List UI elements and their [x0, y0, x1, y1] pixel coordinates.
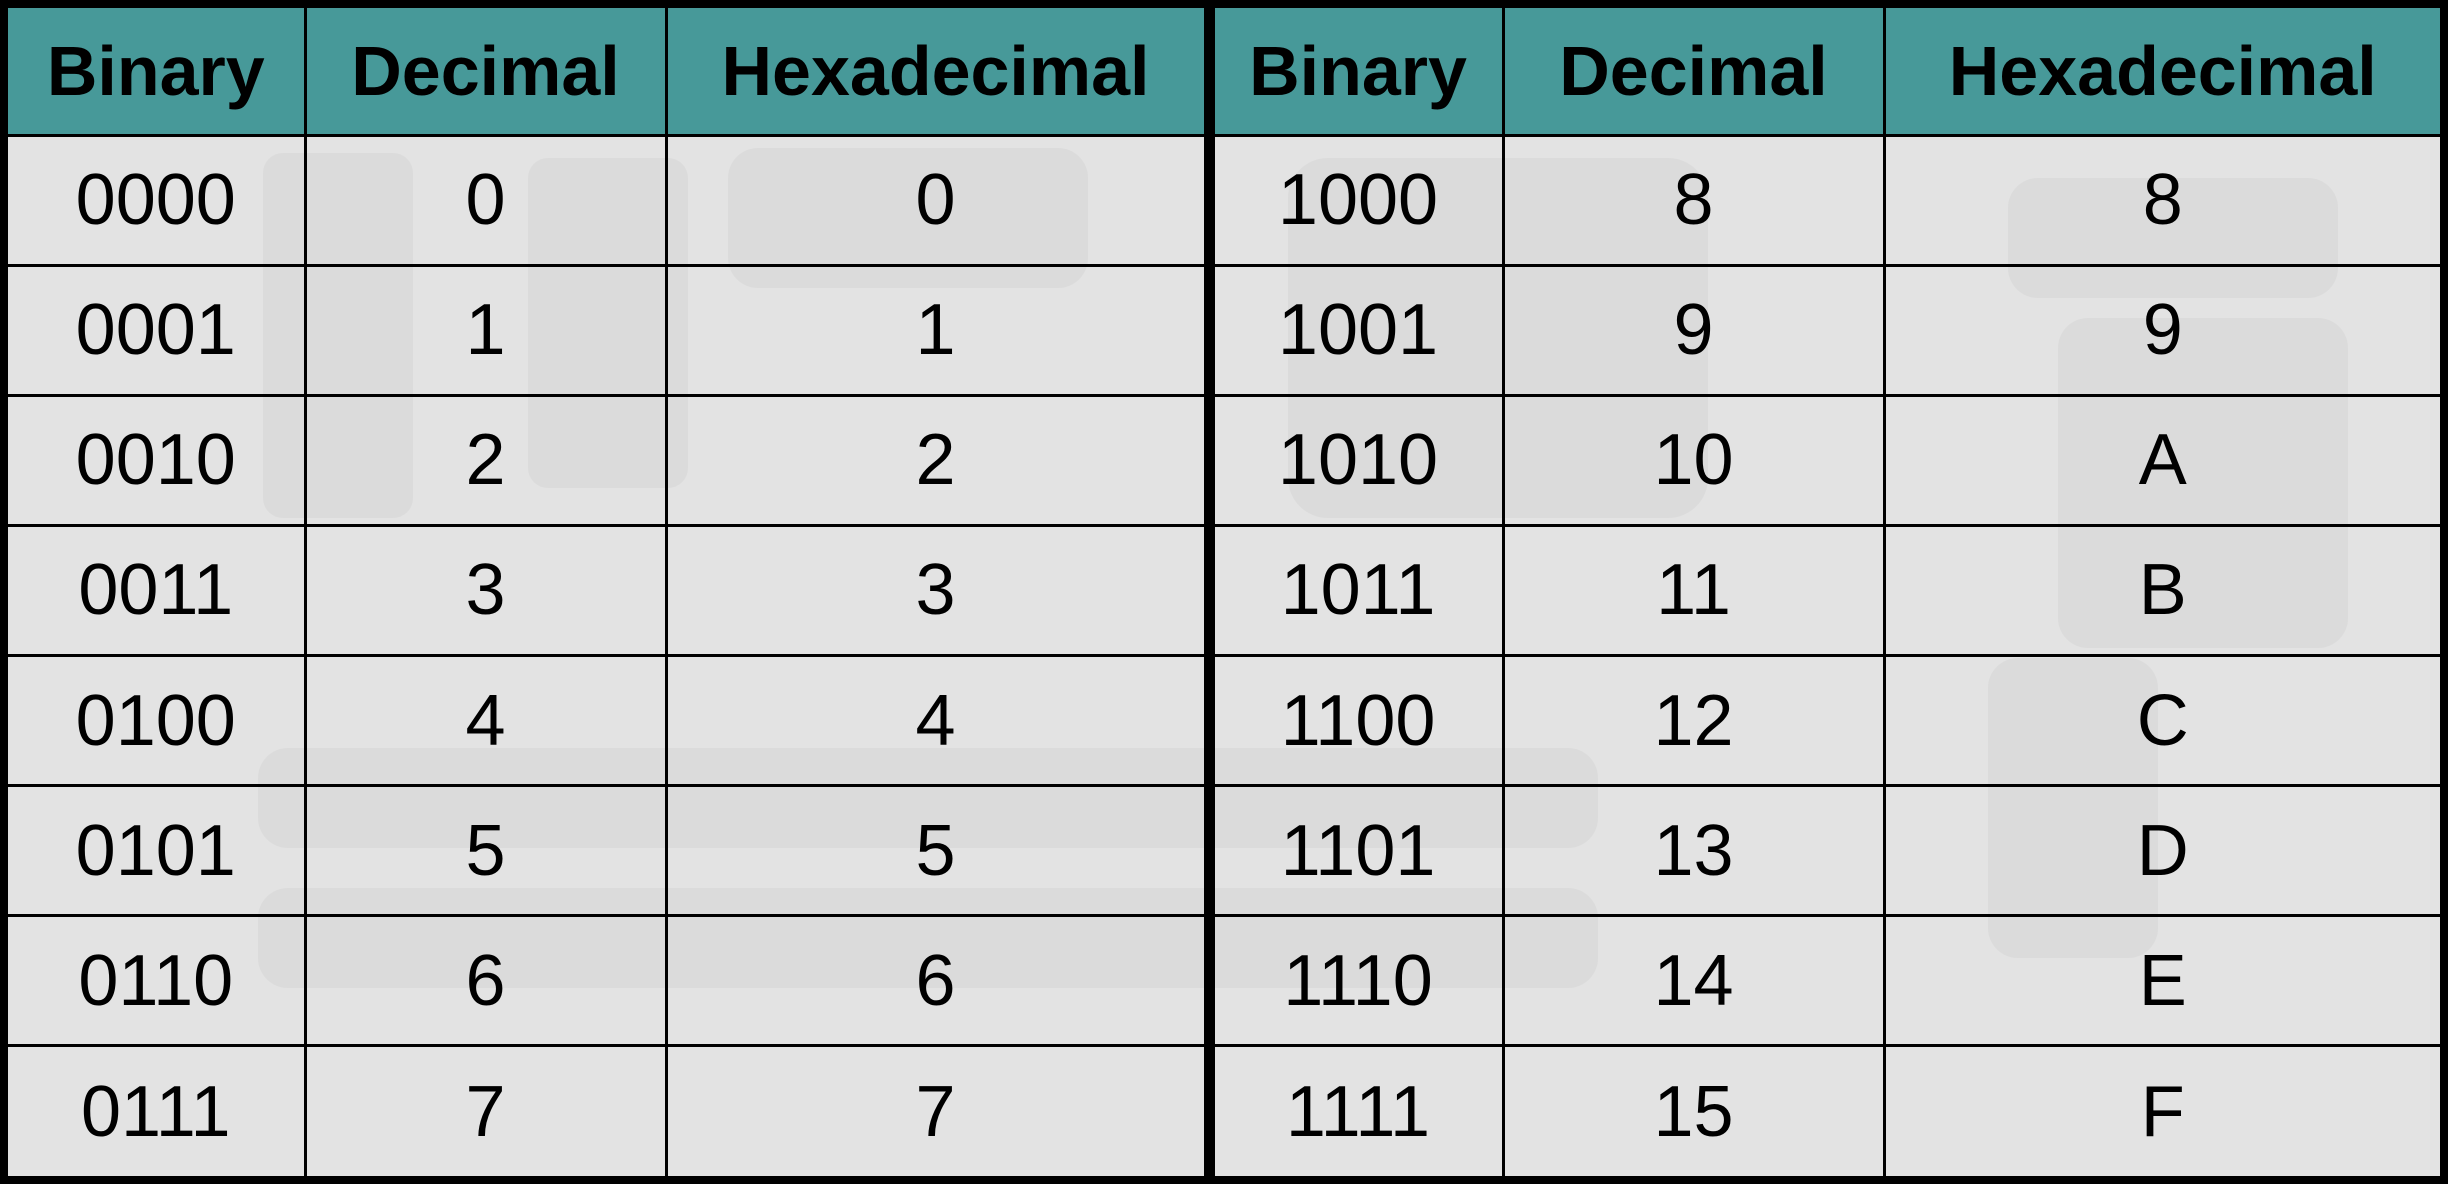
binary-cell: 0001 — [8, 263, 307, 397]
hex-cell: 4 — [664, 653, 1211, 788]
hex-cell: 1 — [664, 263, 1211, 397]
binary-cell: 0101 — [8, 784, 307, 918]
header-hexadecimal-left: Hexadecimal — [664, 8, 1211, 137]
hex-cell: 8 — [1882, 133, 2440, 267]
hex-cell: 9 — [1882, 263, 2440, 397]
hex-cell: B — [1882, 523, 2440, 658]
decimal-cell: 11 — [1501, 523, 1886, 658]
header-binary-right: Binary — [1203, 8, 1505, 137]
decimal-cell: 13 — [1501, 784, 1886, 918]
binary-cell: 1011 — [1203, 523, 1505, 658]
header-binary-left: Binary — [8, 8, 307, 137]
decimal-cell: 5 — [303, 784, 668, 918]
hex-cell: 5 — [664, 784, 1211, 918]
header-row: Binary Decimal Hexadecimal Binary Decima… — [8, 8, 2440, 137]
table-row: 0011 3 3 1011 11 B — [8, 523, 2440, 658]
binary-cell: 1000 — [1203, 133, 1505, 267]
binary-cell: 1001 — [1203, 263, 1505, 397]
hex-cell: D — [1882, 784, 2440, 918]
decimal-cell: 12 — [1501, 653, 1886, 788]
binary-cell: 0000 — [8, 133, 307, 267]
table-row: 0111 7 7 1111 15 F — [8, 1044, 2440, 1176]
table-row: 0101 5 5 1101 13 D — [8, 784, 2440, 918]
binary-cell: 1100 — [1203, 653, 1505, 788]
decimal-cell: 0 — [303, 133, 668, 267]
table-row: 0000 0 0 1000 8 8 — [8, 133, 2440, 267]
decimal-cell: 9 — [1501, 263, 1886, 397]
binary-cell: 0100 — [8, 653, 307, 788]
decimal-cell: 14 — [1501, 914, 1886, 1048]
conversion-grid: Binary Decimal Hexadecimal Binary Decima… — [8, 8, 2440, 1176]
hex-cell: A — [1882, 393, 2440, 527]
binary-cell: 0010 — [8, 393, 307, 527]
binary-cell: 1111 — [1203, 1044, 1505, 1176]
binary-cell: 1010 — [1203, 393, 1505, 527]
header-decimal-right: Decimal — [1501, 8, 1886, 137]
decimal-cell: 2 — [303, 393, 668, 527]
hex-cell: 3 — [664, 523, 1211, 658]
hex-cell: 0 — [664, 133, 1211, 267]
hex-cell: 6 — [664, 914, 1211, 1048]
hex-cell: C — [1882, 653, 2440, 788]
hex-cell: F — [1882, 1044, 2440, 1176]
decimal-cell: 7 — [303, 1044, 668, 1176]
decimal-cell: 1 — [303, 263, 668, 397]
binary-cell: 1110 — [1203, 914, 1505, 1048]
table-row: 0110 6 6 1110 14 E — [8, 914, 2440, 1048]
decimal-cell: 4 — [303, 653, 668, 788]
binary-cell: 0110 — [8, 914, 307, 1048]
decimal-cell: 3 — [303, 523, 668, 658]
binary-cell: 0111 — [8, 1044, 307, 1176]
header-hexadecimal-right: Hexadecimal — [1882, 8, 2440, 137]
hex-cell: 7 — [664, 1044, 1211, 1176]
table-row: 0001 1 1 1001 9 9 — [8, 263, 2440, 397]
decimal-cell: 15 — [1501, 1044, 1886, 1176]
table-row: 0100 4 4 1100 12 C — [8, 653, 2440, 788]
decimal-cell: 10 — [1501, 393, 1886, 527]
table-row: 0010 2 2 1010 10 A — [8, 393, 2440, 527]
binary-cell: 0011 — [8, 523, 307, 658]
decimal-cell: 8 — [1501, 133, 1886, 267]
hex-cell: 2 — [664, 393, 1211, 527]
hex-cell: E — [1882, 914, 2440, 1048]
decimal-cell: 6 — [303, 914, 668, 1048]
binary-cell: 1101 — [1203, 784, 1505, 918]
header-decimal-left: Decimal — [303, 8, 668, 137]
